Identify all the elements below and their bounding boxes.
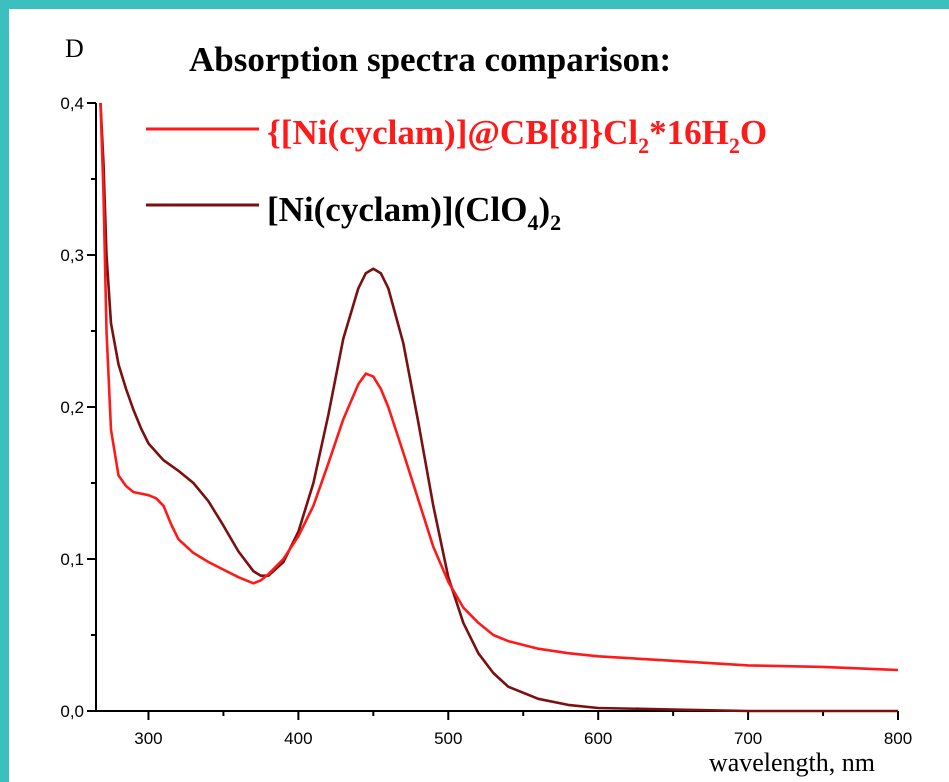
legend-label-dark: [Ni(cyclam)](ClO4)2 xyxy=(267,190,561,235)
legend-red-sub1: 2 xyxy=(638,133,649,158)
legend-red-sub2: 2 xyxy=(729,133,740,158)
y-tick-label: 0,2 xyxy=(60,398,84,417)
legend-label-red: {[Ni(cyclam)]@CB[8]}Cl2*16H2O xyxy=(267,113,767,158)
series-line-red xyxy=(99,102,899,672)
chart-title: Absorption spectra comparison: xyxy=(189,40,671,79)
legend-red-part3: O xyxy=(740,113,767,152)
legend-red-part1: {[Ni(cyclam)]@CB[8]}Cl xyxy=(267,113,638,152)
chart-panel: Absorption spectra comparison: D wavelen… xyxy=(9,9,949,782)
y-tick-label: 0,0 xyxy=(60,702,84,721)
legend-dark-sub1: 4 xyxy=(527,210,538,235)
legend: {[Ni(cyclam)]@CB[8]}Cl2*16H2O [Ni(cyclam… xyxy=(146,113,767,235)
x-tick-label: 400 xyxy=(284,729,312,748)
x-tick-label: 500 xyxy=(434,729,462,748)
y-tick-label: 0,4 xyxy=(60,94,84,113)
absorption-chart: Absorption spectra comparison: D wavelen… xyxy=(60,34,912,777)
series-line-dark xyxy=(99,102,898,713)
series-layer xyxy=(99,102,899,713)
x-tick-label: 600 xyxy=(584,729,612,748)
x-axis-label: wavelength, nm xyxy=(709,748,875,777)
y-tick-label: 0,3 xyxy=(60,246,84,265)
y-axis-label: D xyxy=(65,34,84,63)
y-tick-label: 0,1 xyxy=(60,550,84,569)
legend-dark-part2: ) xyxy=(538,190,550,229)
x-tick-label: 800 xyxy=(884,729,912,748)
x-tick-label: 300 xyxy=(134,729,162,748)
legend-dark-part1: [Ni(cyclam)](ClO xyxy=(267,190,527,229)
legend-red-part2: *16H xyxy=(649,113,729,152)
tick-labels: 300 400 500 600 700 800 0,0 0,1 0,2 0,3 0,4 xyxy=(60,94,912,748)
x-tick-label: 700 xyxy=(734,729,762,748)
legend-dark-sub2: 2 xyxy=(550,210,561,235)
